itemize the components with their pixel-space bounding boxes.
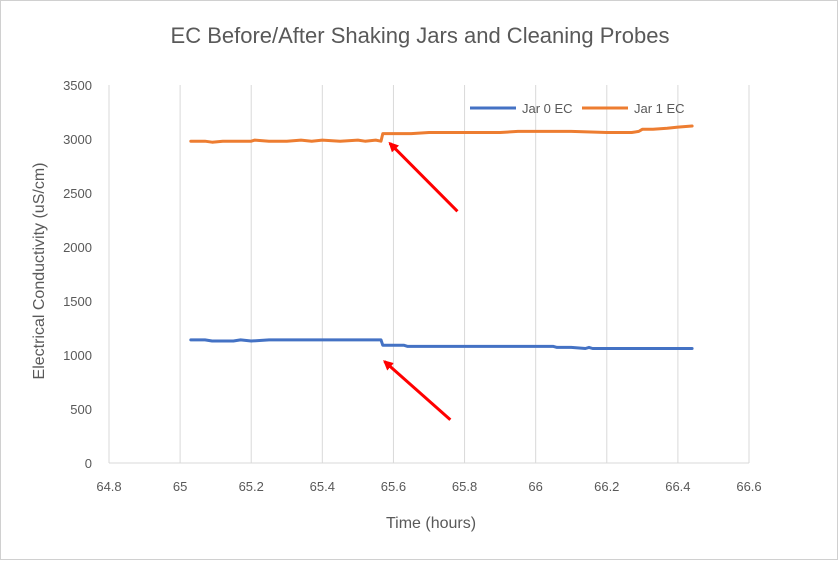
annotation-arrow-1 [383, 360, 452, 421]
x-tick-label: 65 [173, 479, 187, 494]
y-tick-label: 1500 [63, 294, 92, 309]
y-tick-label: 3500 [63, 78, 92, 93]
y-tick-label: 0 [85, 456, 92, 471]
x-tick-label: 66.6 [736, 479, 761, 494]
y-tick-label: 3000 [63, 132, 92, 147]
x-tick-label: 66 [528, 479, 542, 494]
legend-label: Jar 1 EC [634, 101, 685, 116]
series-line-jar-0-ec [189, 338, 694, 350]
series-line-jar-1-ec [189, 124, 694, 144]
annotation-arrow-0 [388, 141, 459, 213]
y-tick-label: 1000 [63, 348, 92, 363]
y-tick-label: 500 [70, 402, 92, 417]
y-axis-title: Electrical Conductivity (uS/cm) [31, 163, 48, 380]
legend: Jar 0 EC Jar 1 EC [470, 101, 685, 116]
x-tick-labels: 64.8 65 65.2 65.4 65.6 65.8 66 66.2 66.4 66.6 [96, 479, 761, 494]
series-layer [189, 124, 694, 350]
annotation-layer [383, 141, 459, 421]
gridlines [108, 85, 750, 463]
x-tick-label: 66.2 [594, 479, 619, 494]
x-tick-label: 65.4 [310, 479, 335, 494]
y-tick-labels: 0 500 1000 1500 2000 2500 3000 3500 [63, 78, 92, 471]
y-tick-label: 2500 [63, 186, 92, 201]
y-tick-label: 2000 [63, 240, 92, 255]
chart-title: EC Before/After Shaking Jars and Cleanin… [171, 23, 670, 48]
x-tick-label: 65.2 [239, 479, 264, 494]
x-tick-label: 65.6 [381, 479, 406, 494]
x-tick-label: 65.8 [452, 479, 477, 494]
x-axis-title: Time (hours) [386, 515, 476, 532]
legend-label: Jar 0 EC [522, 101, 573, 116]
x-tick-label: 66.4 [665, 479, 690, 494]
x-tick-label: 64.8 [96, 479, 121, 494]
